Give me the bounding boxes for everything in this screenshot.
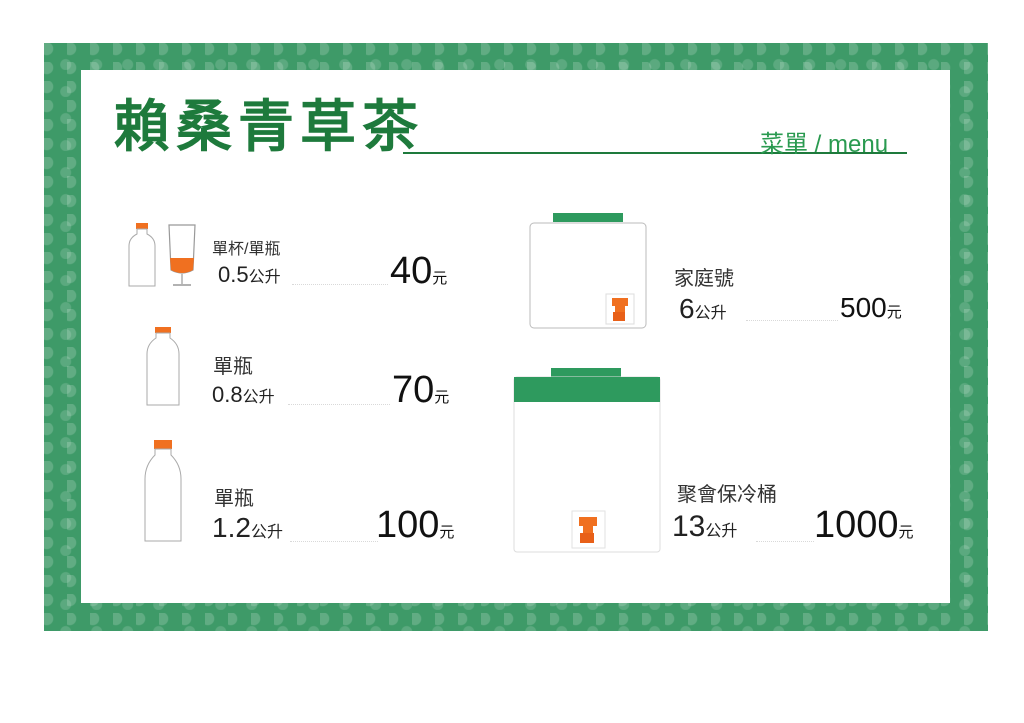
item-4-price-value: 500 [840,292,887,323]
item-4-price: 500元 [840,292,902,324]
large-bottle-icon [144,440,182,542]
item-2-price: 70元 [392,369,449,412]
item-5-currency: 元 [898,524,914,541]
item-5-label: 聚會保冷桶 [677,484,777,506]
item-1-currency: 元 [432,270,448,287]
item-5-price: 1000元 [814,504,914,547]
item-4-leader [746,320,838,321]
item-4-volume: 6公升 [679,293,727,325]
item-3-label: 單瓶 [214,488,254,510]
title-underline [403,152,907,154]
medium-bottle-icon [146,327,180,406]
small-bottle-icon [128,223,156,287]
item-3-currency: 元 [439,524,455,541]
item-3-price-value: 100 [376,504,440,546]
item-1-label: 單杯/單瓶 [212,241,281,258]
item-1-volume-unit: 公升 [248,269,281,286]
item-1-volume-value: 0.5 [218,262,249,287]
item-5-leader [756,541,814,542]
item-4-label: 家庭號 [674,268,734,290]
menu-subtitle: 菜單 / menu [760,131,889,158]
item-2-volume-unit: 公升 [242,389,275,406]
item-1-leader [292,284,388,285]
item-5-volume-value: 13 [672,510,706,543]
water-jug-icon [529,213,647,329]
item-2-currency: 元 [434,389,450,406]
item-5-price-value: 1000 [814,504,899,546]
shop-title: 賴桑青草茶 [114,94,424,160]
item-5-volume-unit: 公升 [705,523,738,540]
item-4-currency: 元 [886,304,902,321]
item-5-volume: 13公升 [672,510,737,544]
cooler-bucket-icon [513,368,661,553]
item-2-volume: 0.8公升 [212,382,275,408]
item-4-volume-value: 6 [679,293,695,324]
item-3-volume-unit: 公升 [250,524,283,541]
cup-icon [168,224,196,286]
item-3-price: 100元 [376,504,454,547]
item-2-label: 單瓶 [213,356,253,378]
item-3-volume: 1.2公升 [212,512,283,544]
item-3-leader [290,541,378,542]
item-2-volume-value: 0.8 [212,382,243,407]
item-2-price-value: 70 [392,369,435,411]
item-2-leader [288,404,390,405]
item-3-volume-value: 1.2 [212,512,251,543]
item-1-volume: 0.5公升 [218,262,281,288]
item-1-price-value: 40 [390,250,433,292]
item-1-price: 40元 [390,250,447,293]
item-4-volume-unit: 公升 [694,305,727,322]
